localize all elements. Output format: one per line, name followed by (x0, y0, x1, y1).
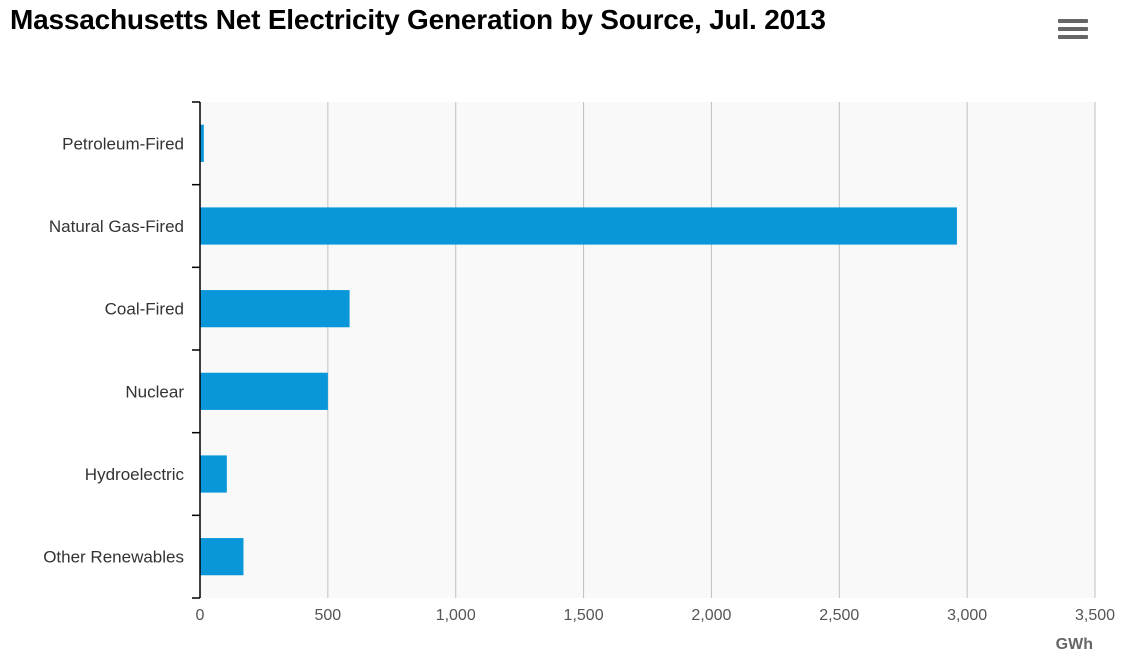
menu-button[interactable] (1055, 14, 1091, 44)
x-tick-label: 3,500 (1075, 607, 1115, 624)
bar[interactable] (200, 538, 244, 576)
category-label: Other Renewables (43, 548, 184, 567)
x-tick-label: 2,500 (819, 607, 859, 624)
menu-icon-bar (1058, 19, 1088, 23)
category-label: Coal-Fired (105, 300, 184, 319)
x-tick-label: 3,000 (947, 607, 987, 624)
bar[interactable] (200, 372, 328, 410)
menu-icon-bar (1058, 27, 1088, 31)
x-tick-label: 2,000 (691, 607, 731, 624)
category-label: Petroleum-Fired (62, 134, 184, 153)
menu-icon-bar (1058, 35, 1088, 39)
chart-title: Massachusetts Net Electricity Generation… (10, 4, 826, 35)
bar[interactable] (200, 290, 350, 328)
category-label: Hydroelectric (85, 465, 185, 484)
category-label: Natural Gas-Fired (49, 217, 184, 236)
x-tick-label: 1,000 (436, 607, 476, 624)
bar[interactable] (200, 455, 227, 493)
x-tick-label: 500 (315, 607, 342, 624)
plot-background (200, 102, 1095, 598)
bar[interactable] (200, 207, 957, 245)
category-label: Nuclear (125, 382, 184, 401)
x-tick-label: 1,500 (564, 607, 604, 624)
x-tick-label: 0 (196, 607, 205, 624)
bar[interactable] (200, 124, 204, 162)
x-axis-unit-label: GWh (1056, 636, 1093, 653)
